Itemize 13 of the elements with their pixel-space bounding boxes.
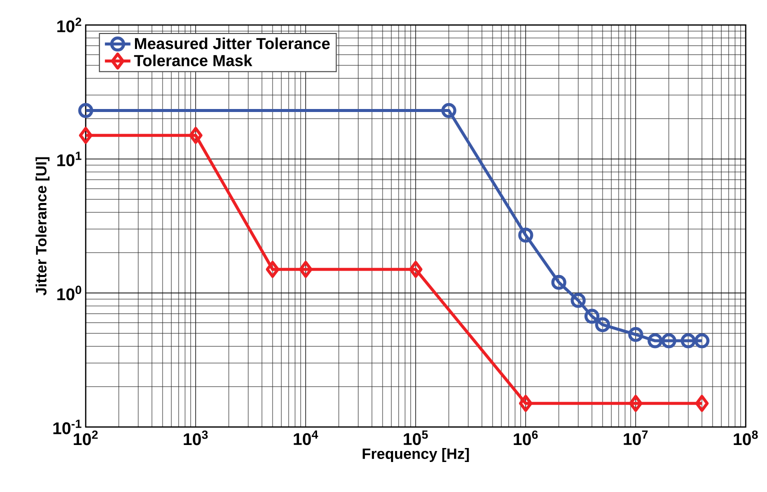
x-tick-label: 10$^{4}$ [294, 430, 318, 446]
x-tick-label: 10$^{5}$ [404, 430, 428, 446]
y-tick-label: 10$^{2}$ [57, 18, 82, 32]
legend-label: Tolerance Mask [134, 54, 252, 66]
x-tick-label: 10$^{3}$ [184, 430, 208, 446]
x-tick-label: 10$^{6}$ [514, 430, 538, 446]
x-axis-title: Frequency [Hz] [362, 448, 469, 462]
x-tick-label: 10$^{8}$ [734, 430, 758, 446]
legend-label: Measured Jitter Tolerance [134, 38, 330, 50]
y-tick-label: 10$^{0}$ [57, 286, 82, 300]
y-tick-label: 10$^{1}$ [57, 152, 82, 166]
x-tick-label: 10$^{7}$ [624, 430, 648, 446]
y-axis-title: Jitter Tolerance [UI] [36, 157, 50, 296]
